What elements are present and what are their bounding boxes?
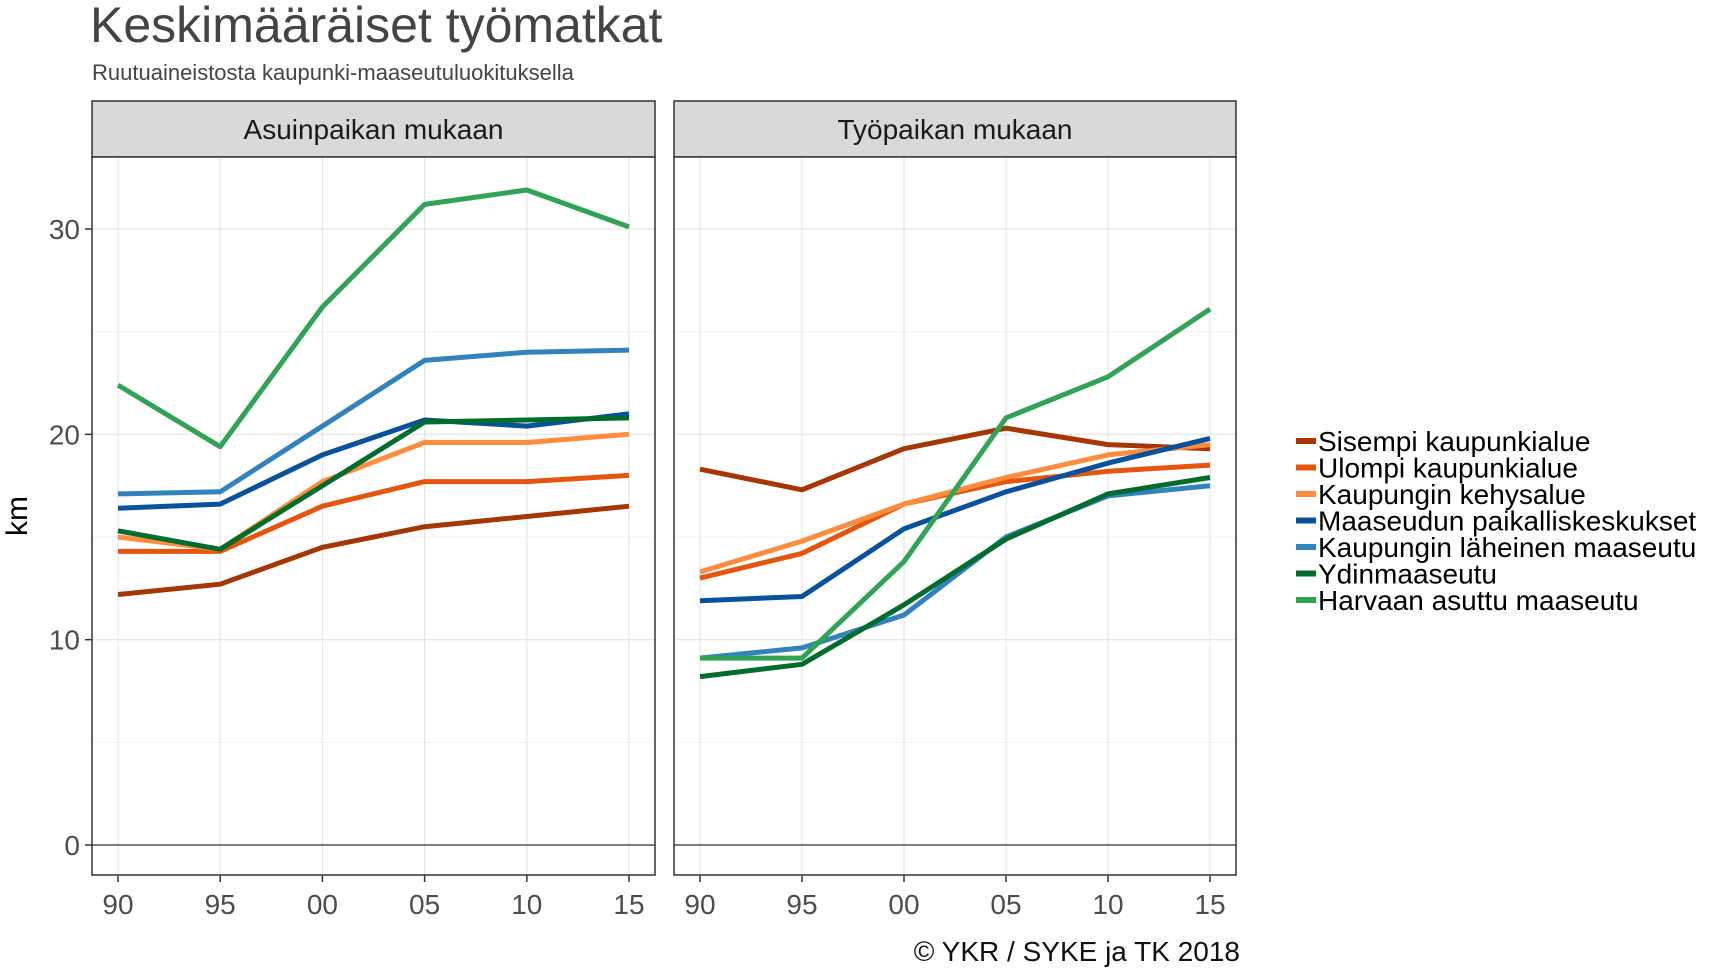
- legend-label: Kaupungin kehysalue: [1318, 479, 1586, 510]
- x-tick-label: 05: [990, 889, 1021, 920]
- panel-background: [92, 157, 655, 875]
- x-tick-label: 90: [684, 889, 715, 920]
- x-tick-label: 95: [786, 889, 817, 920]
- legend-label: Kaupungin läheinen maaseutu: [1318, 532, 1696, 563]
- series-line: [699, 435, 1211, 604]
- x-tick-label: 05: [409, 889, 440, 920]
- x-tick-label: 00: [307, 889, 338, 920]
- legend-label: Harvaan asuttu maaseutu: [1318, 585, 1639, 616]
- series-line: [116, 187, 630, 450]
- panel-background: [674, 157, 1236, 875]
- y-tick-label: 20: [49, 419, 80, 450]
- y-tick-label: 10: [49, 625, 80, 656]
- facet-strip-label: Asuinpaikan mukaan: [244, 114, 504, 145]
- facet-strip: [673, 100, 1237, 158]
- y-tick-label: 0: [64, 830, 80, 861]
- x-tick-label: 90: [102, 889, 133, 920]
- x-tick-label: 10: [1092, 889, 1123, 920]
- legend-label: Ydinmaaseutu: [1318, 559, 1497, 590]
- series-line: [699, 425, 1211, 493]
- series-line: [118, 472, 630, 554]
- series-line: [117, 411, 630, 511]
- series-line: [117, 503, 630, 597]
- series-line: [699, 483, 1211, 661]
- y-tick-label: 30: [49, 214, 80, 245]
- legend-label: Maaseudun paikalliskeskukset: [1318, 506, 1696, 537]
- x-tick-label: 10: [511, 889, 542, 920]
- series-line: [117, 347, 630, 497]
- series-line: [699, 475, 1211, 680]
- chart-caption: © YKR / SYKE ja TK 2018: [913, 936, 1240, 967]
- x-tick-label: 00: [888, 889, 919, 920]
- x-tick-label: 15: [613, 889, 644, 920]
- panel-border: [91, 156, 656, 876]
- series-line: [117, 415, 630, 552]
- y-axis-title: km: [1, 496, 34, 536]
- chart-title: Keskimääräiset työmatkat: [90, 0, 663, 53]
- panel-border: [673, 156, 1237, 876]
- chart-subtitle: Ruutuaineistosta kaupunki-maaseutuluokit…: [92, 60, 574, 85]
- legend-label: Ulompi kaupunkialue: [1318, 453, 1578, 484]
- series-line: [700, 307, 1212, 661]
- x-tick-label: 95: [205, 889, 236, 920]
- legend-label: Sisempi kaupunkialue: [1318, 426, 1590, 457]
- x-tick-label: 15: [1194, 889, 1225, 920]
- facet-strip-label: Työpaikan mukaan: [837, 114, 1072, 145]
